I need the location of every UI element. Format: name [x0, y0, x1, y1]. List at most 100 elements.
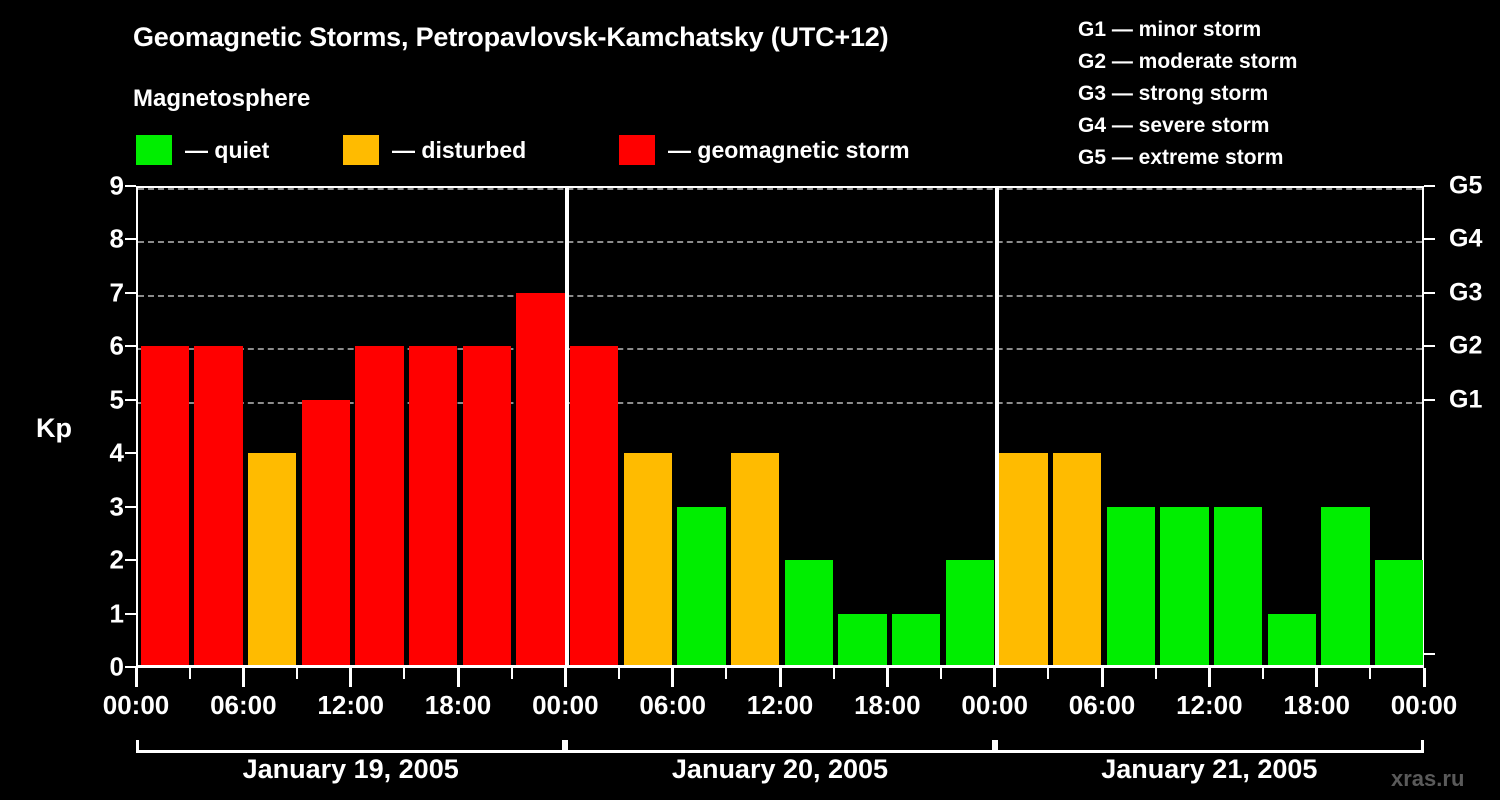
kp-bar — [194, 346, 243, 667]
x-axis-tick-major — [349, 668, 353, 687]
x-axis-tick-label: 18:00 — [424, 690, 492, 720]
kp-bar — [623, 453, 673, 667]
day-divider — [565, 188, 570, 667]
y-axis-tick — [125, 505, 136, 508]
y-axis-tick — [125, 559, 136, 562]
g-scale-legend-row: G2 — moderate storm — [1078, 50, 1298, 73]
x-axis-tick-major — [134, 668, 138, 687]
kp-bar — [516, 292, 565, 667]
gridline — [138, 401, 1422, 404]
y-axis-tick-label: 6 — [109, 330, 124, 361]
g-axis-tick-label: G5 — [1449, 171, 1483, 200]
g-axis-tick — [1424, 345, 1435, 348]
x-axis-tick-label: 06:00 — [639, 690, 706, 720]
storm-swatch — [619, 135, 655, 165]
kp-bar — [730, 453, 780, 667]
y-axis-tick — [125, 398, 136, 401]
y-axis-tick-label: 8 — [109, 223, 124, 254]
x-axis-tick-minor — [940, 668, 942, 679]
g-scale-legend: G1 — minor storm G2 — moderate storm G3 — … — [1078, 14, 1478, 174]
x-axis-tick-minor — [725, 668, 728, 679]
g-axis-tick-label: G1 — [1449, 385, 1483, 414]
y-axis-tick — [125, 452, 136, 455]
kp-bar — [999, 453, 1048, 667]
x-axis-tick-label: 12:00 — [746, 690, 814, 720]
gridline — [138, 188, 1422, 190]
g-axis-tick — [1424, 291, 1435, 294]
disturbed-swatch — [343, 135, 379, 165]
day-divider — [994, 188, 999, 667]
y-axis-tick-label: 5 — [109, 384, 124, 415]
day-bracket — [565, 740, 995, 753]
day-bracket — [136, 740, 566, 753]
day-label: January 21, 2005 — [1101, 754, 1318, 784]
x-axis-tick-minor — [1262, 668, 1264, 679]
g-axis-tick — [1424, 185, 1435, 187]
kp-bar — [569, 346, 619, 667]
kp-bar — [355, 346, 404, 667]
y-axis-tick-label: 3 — [109, 491, 124, 522]
kp-bar — [140, 346, 190, 667]
g-axis-tick-label: G4 — [1449, 224, 1483, 253]
kp-bar — [891, 613, 941, 667]
y-axis-label: Kp — [36, 413, 72, 443]
day-label: January 19, 2005 — [242, 754, 459, 784]
y-axis-tick-label: 1 — [109, 598, 124, 629]
quiet-swatch — [136, 135, 172, 165]
kp-bar — [1213, 506, 1263, 667]
g-scale-legend-row: G5 — extreme storm — [1078, 146, 1284, 169]
g-axis-tick — [1424, 238, 1435, 241]
x-axis-tick-label: 12:00 — [1176, 690, 1243, 720]
x-axis-tick-minor — [296, 668, 298, 679]
y-axis-tick — [125, 185, 136, 187]
x-axis-tick-minor — [1047, 668, 1050, 679]
y-axis-tick — [125, 291, 136, 294]
plot-area — [138, 188, 1424, 667]
g-scale-legend-row: G4 — severe storm — [1078, 114, 1270, 137]
x-axis-tick-minor — [403, 668, 406, 679]
y-axis-tick — [125, 238, 136, 241]
y-axis-tick-label: 7 — [109, 277, 124, 308]
y-axis-tick-label: 0 — [109, 651, 124, 682]
x-axis-tick-major — [1207, 668, 1211, 687]
kp-bar — [1106, 506, 1156, 667]
gridline — [138, 348, 1422, 351]
x-axis-tick-major — [563, 668, 567, 687]
x-axis-tick-major — [1100, 668, 1104, 687]
plot-frame — [136, 186, 1424, 667]
g-axis-tick-label: G3 — [1449, 278, 1483, 307]
legend-entry: — disturbed — [343, 134, 526, 166]
x-axis-tick-label: 06:00 — [1068, 690, 1136, 720]
legend-entry-label: — geomagnetic storm — [668, 136, 910, 163]
kp-bar — [301, 399, 351, 667]
x-axis-tick-major — [671, 668, 675, 687]
day-bracket — [994, 740, 1424, 753]
y-axis-tick-label: 2 — [109, 544, 124, 575]
x-axis-tick-label: 18:00 — [854, 690, 921, 720]
legend-entry: — quiet — [136, 134, 269, 166]
y-axis-tick — [125, 612, 136, 615]
x-axis-tick-major — [241, 668, 245, 687]
x-axis-tick-minor — [510, 668, 513, 679]
magnetosphere-section-label: Magnetosphere — [133, 85, 311, 112]
g-axis-tick-label: G2 — [1449, 331, 1483, 360]
x-axis-tick-label: 00:00 — [532, 690, 599, 720]
kp-bar — [1321, 506, 1370, 667]
kp-bar — [1160, 506, 1209, 667]
g-axis-tick — [1424, 653, 1435, 655]
x-axis-baseline — [136, 665, 1424, 668]
page-title: Geomagnetic Storms, Petropavlovsk-Kamcha… — [133, 22, 889, 52]
kp-bar — [1374, 560, 1424, 667]
x-axis-tick-minor — [1154, 668, 1157, 679]
kp-bar — [462, 346, 512, 667]
x-axis-tick-major — [885, 668, 889, 687]
kp-bar — [677, 506, 726, 667]
kp-bar — [784, 560, 834, 667]
x-axis-tick-minor — [1369, 668, 1372, 679]
y-axis-tick-label: 4 — [109, 437, 124, 468]
kp-bar — [408, 346, 458, 667]
x-axis-tick-label: 06:00 — [210, 690, 277, 720]
x-axis-tick-label: 00:00 — [1390, 690, 1458, 720]
g-scale-legend-row: G3 — strong storm — [1078, 82, 1269, 105]
